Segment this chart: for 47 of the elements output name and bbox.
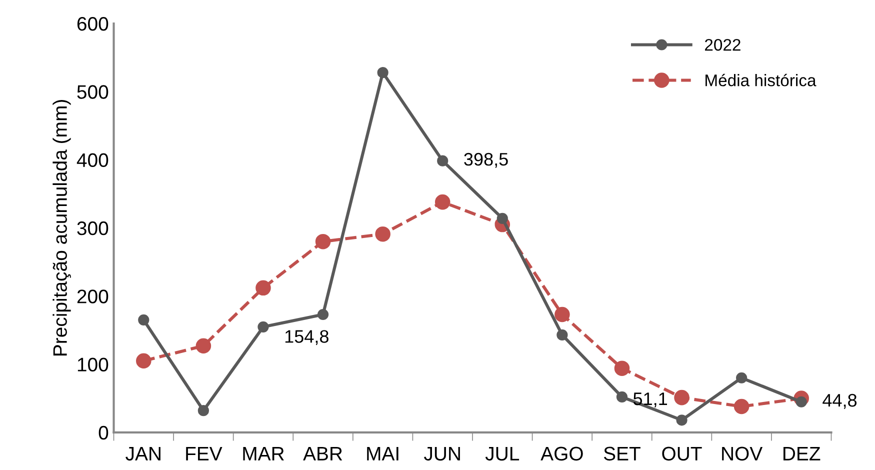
point: [736, 372, 748, 384]
point: [256, 280, 271, 296]
x-tick-label: MAI: [367, 447, 398, 460]
point: [375, 226, 390, 242]
y-tick-label: 400: [76, 153, 108, 168]
x-tick-label: AGO: [540, 446, 583, 461]
point: [734, 398, 750, 414]
point: [138, 314, 150, 326]
y-tick-label: 100: [78, 358, 108, 372]
point: [554, 306, 570, 322]
data-label: 398,5: [464, 152, 508, 168]
data-label: 51,1: [633, 392, 668, 408]
point: [136, 353, 152, 368]
point: [434, 194, 450, 210]
x-tick-label: MAR: [243, 447, 284, 460]
point: [496, 212, 508, 224]
x-tick-label: FEV: [186, 447, 222, 460]
x-tick-label: NOV: [722, 446, 763, 461]
x-tick-label: OUT: [662, 446, 702, 461]
x-tick-label: JUN: [424, 447, 460, 461]
x-tick-label: ABR: [303, 447, 342, 460]
point: [317, 308, 329, 320]
y-tick-label: 600: [77, 16, 108, 31]
y-tick-label: 200: [77, 290, 108, 304]
point: [616, 391, 628, 403]
x-tick-label: SET: [604, 446, 640, 461]
point: [676, 414, 688, 426]
legend-label: Média histórica: [706, 74, 816, 86]
data-label: 44,8: [822, 394, 857, 409]
legend-label: 2022: [705, 38, 740, 51]
y-tick-label: 500: [77, 85, 108, 99]
point: [437, 155, 448, 166]
y-tick-label: 300: [77, 221, 108, 236]
x-tick-label: JAN: [126, 447, 160, 461]
y-tick-label: 0: [98, 426, 108, 440]
x-tick-label: JUL: [485, 447, 520, 461]
point: [198, 405, 209, 416]
point: [674, 390, 690, 406]
data-label: 154,8: [285, 330, 328, 345]
point: [258, 321, 269, 332]
y-axis-title: Precipitação acumulada (mm): [52, 100, 71, 356]
point: [614, 360, 630, 376]
point: [377, 67, 388, 78]
point: [556, 329, 568, 340]
point: [196, 338, 212, 354]
point: [315, 234, 331, 250]
x-tick-label: DEZ: [784, 447, 820, 460]
